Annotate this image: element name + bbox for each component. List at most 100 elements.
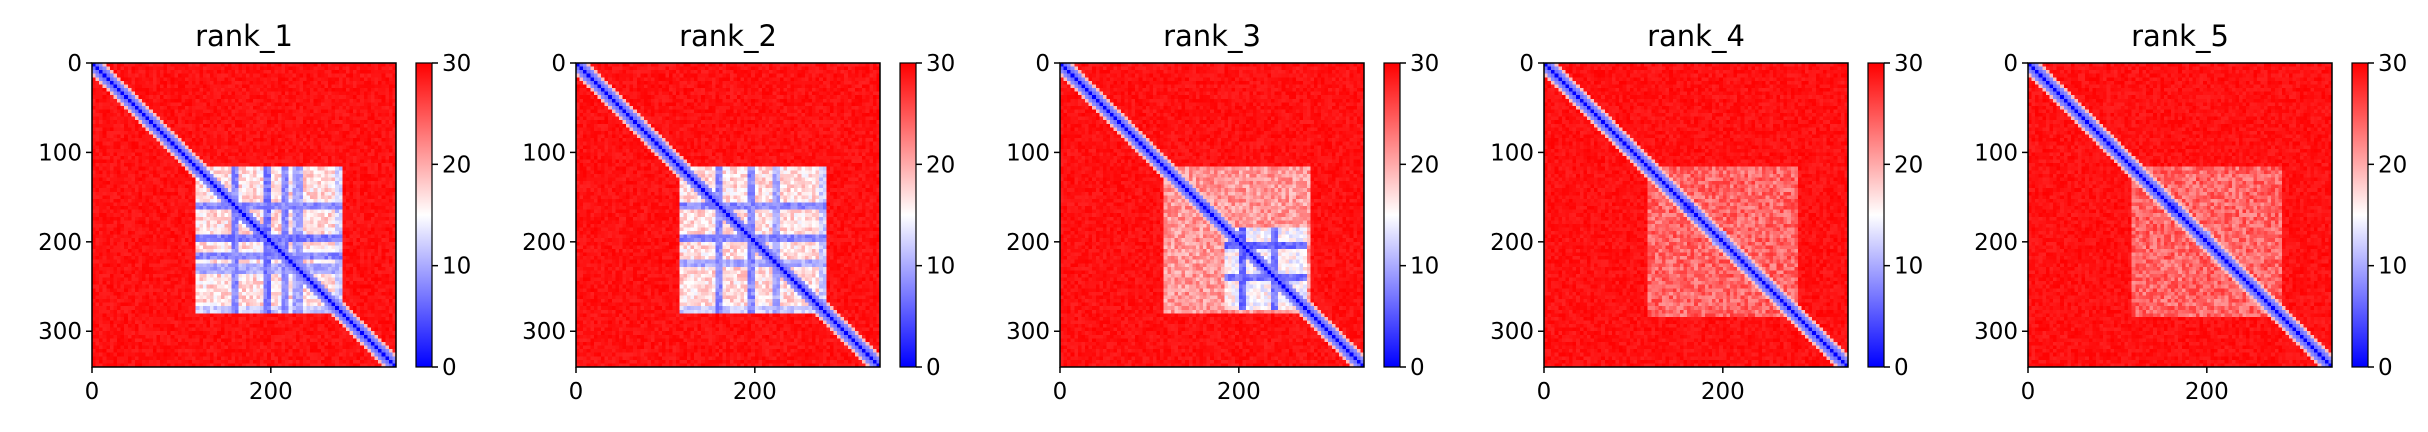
heatmap-cell <box>134 95 140 100</box>
heatmap-cell <box>249 70 254 75</box>
heatmap-cell <box>310 259 315 264</box>
heatmap-cell <box>335 84 340 89</box>
heatmap-cell <box>149 145 154 150</box>
heatmap-cell <box>199 148 204 154</box>
heatmap-cell <box>281 77 286 82</box>
heatmap-cell <box>392 209 397 214</box>
heatmap-cell <box>145 159 150 164</box>
heatmap-cell <box>385 248 390 254</box>
heatmap-cell <box>388 73 394 78</box>
heatmap-cell <box>99 177 104 182</box>
heatmap-cell <box>238 105 243 111</box>
heatmap-cell <box>381 95 386 100</box>
heatmap-cell <box>134 77 140 82</box>
heatmap-cell <box>109 213 115 218</box>
heatmap-cell <box>385 66 390 71</box>
heatmap-cell <box>342 256 347 261</box>
heatmap-cell <box>299 145 304 150</box>
heatmap-cell <box>120 173 125 179</box>
heatmap-cell <box>220 252 225 257</box>
heatmap-cell <box>95 166 100 171</box>
heatmap-cell <box>202 234 208 239</box>
heatmap-cell <box>224 95 229 100</box>
heatmap-cell <box>120 206 125 211</box>
heatmap-cell <box>277 238 283 243</box>
heatmap-cell <box>324 88 329 93</box>
heatmap-cell <box>328 130 333 136</box>
heatmap-cell <box>174 173 179 179</box>
heatmap-cell <box>374 120 379 125</box>
heatmap-cell <box>328 166 333 171</box>
heatmap-cell <box>210 213 215 218</box>
heatmap-cell <box>363 188 368 193</box>
heatmap-cell <box>109 116 115 121</box>
heatmap-cell <box>324 241 329 246</box>
heatmap-cell <box>117 177 122 182</box>
heatmap-cell <box>245 170 250 175</box>
heatmap-cell <box>285 95 290 100</box>
heatmap-cell <box>102 116 107 121</box>
heatmap-cell <box>328 206 333 211</box>
heatmap-cell <box>313 270 318 275</box>
heatmap-cell <box>170 202 175 207</box>
heatmap-cell <box>195 73 200 78</box>
heatmap-cell <box>288 145 293 150</box>
heatmap-cell <box>392 91 397 96</box>
heatmap-cell <box>385 166 390 171</box>
heatmap-cell <box>378 84 383 89</box>
heatmap-cell <box>235 223 240 229</box>
heatmap-cell <box>342 113 347 118</box>
heatmap-cell <box>260 123 265 128</box>
heatmap-cell <box>249 245 254 250</box>
heatmap-cell <box>277 159 283 164</box>
heatmap-cell <box>210 216 215 221</box>
heatmap-cell <box>288 63 293 68</box>
heatmap-cell <box>124 195 129 200</box>
heatmap-cell <box>306 259 311 264</box>
heatmap-cell <box>320 148 326 154</box>
heatmap-cell <box>152 95 157 100</box>
heatmap-cell <box>170 63 175 68</box>
heatmap-cell <box>131 134 136 139</box>
heatmap-cell <box>131 98 136 103</box>
heatmap-cell <box>288 170 293 175</box>
heatmap-cell <box>210 95 215 100</box>
heatmap-cell <box>245 141 250 146</box>
heatmap-cell <box>381 120 386 125</box>
heatmap-cell <box>145 234 150 239</box>
heatmap-cell <box>217 234 222 239</box>
heatmap-cell <box>113 238 118 243</box>
heatmap-cell <box>285 91 290 96</box>
heatmap-cell <box>338 206 343 211</box>
heatmap-cell <box>335 95 340 100</box>
heatmap-cell <box>288 95 293 100</box>
heatmap-cell <box>270 181 275 186</box>
heatmap-cell <box>235 102 240 107</box>
heatmap-cell <box>167 159 172 164</box>
heatmap-cell <box>277 252 283 257</box>
heatmap-cell <box>260 223 265 229</box>
heatmap-cell <box>231 109 236 114</box>
heatmap-cell <box>381 252 386 257</box>
heatmap-cell <box>202 252 208 257</box>
heatmap-cell <box>220 130 225 136</box>
heatmap-cell <box>163 80 168 86</box>
heatmap-cell <box>163 188 168 193</box>
heatmap-cell <box>181 206 186 211</box>
heatmap-cell <box>188 138 193 143</box>
heatmap-cell <box>292 98 297 103</box>
heatmap-cell <box>345 163 351 168</box>
heatmap-cell <box>367 66 372 71</box>
heatmap-cell <box>235 266 240 272</box>
heatmap-cell <box>270 195 275 200</box>
heatmap-cell <box>163 177 168 182</box>
heatmap-cell <box>370 209 376 214</box>
heatmap-cell <box>378 216 383 221</box>
heatmap-cell <box>256 88 261 93</box>
heatmap-cell <box>378 91 383 96</box>
heatmap-cell <box>338 223 343 229</box>
heatmap-cell <box>138 231 143 236</box>
heatmap-cell <box>277 166 283 171</box>
heatmap-cell <box>353 256 358 261</box>
heatmap-cell <box>263 113 268 118</box>
